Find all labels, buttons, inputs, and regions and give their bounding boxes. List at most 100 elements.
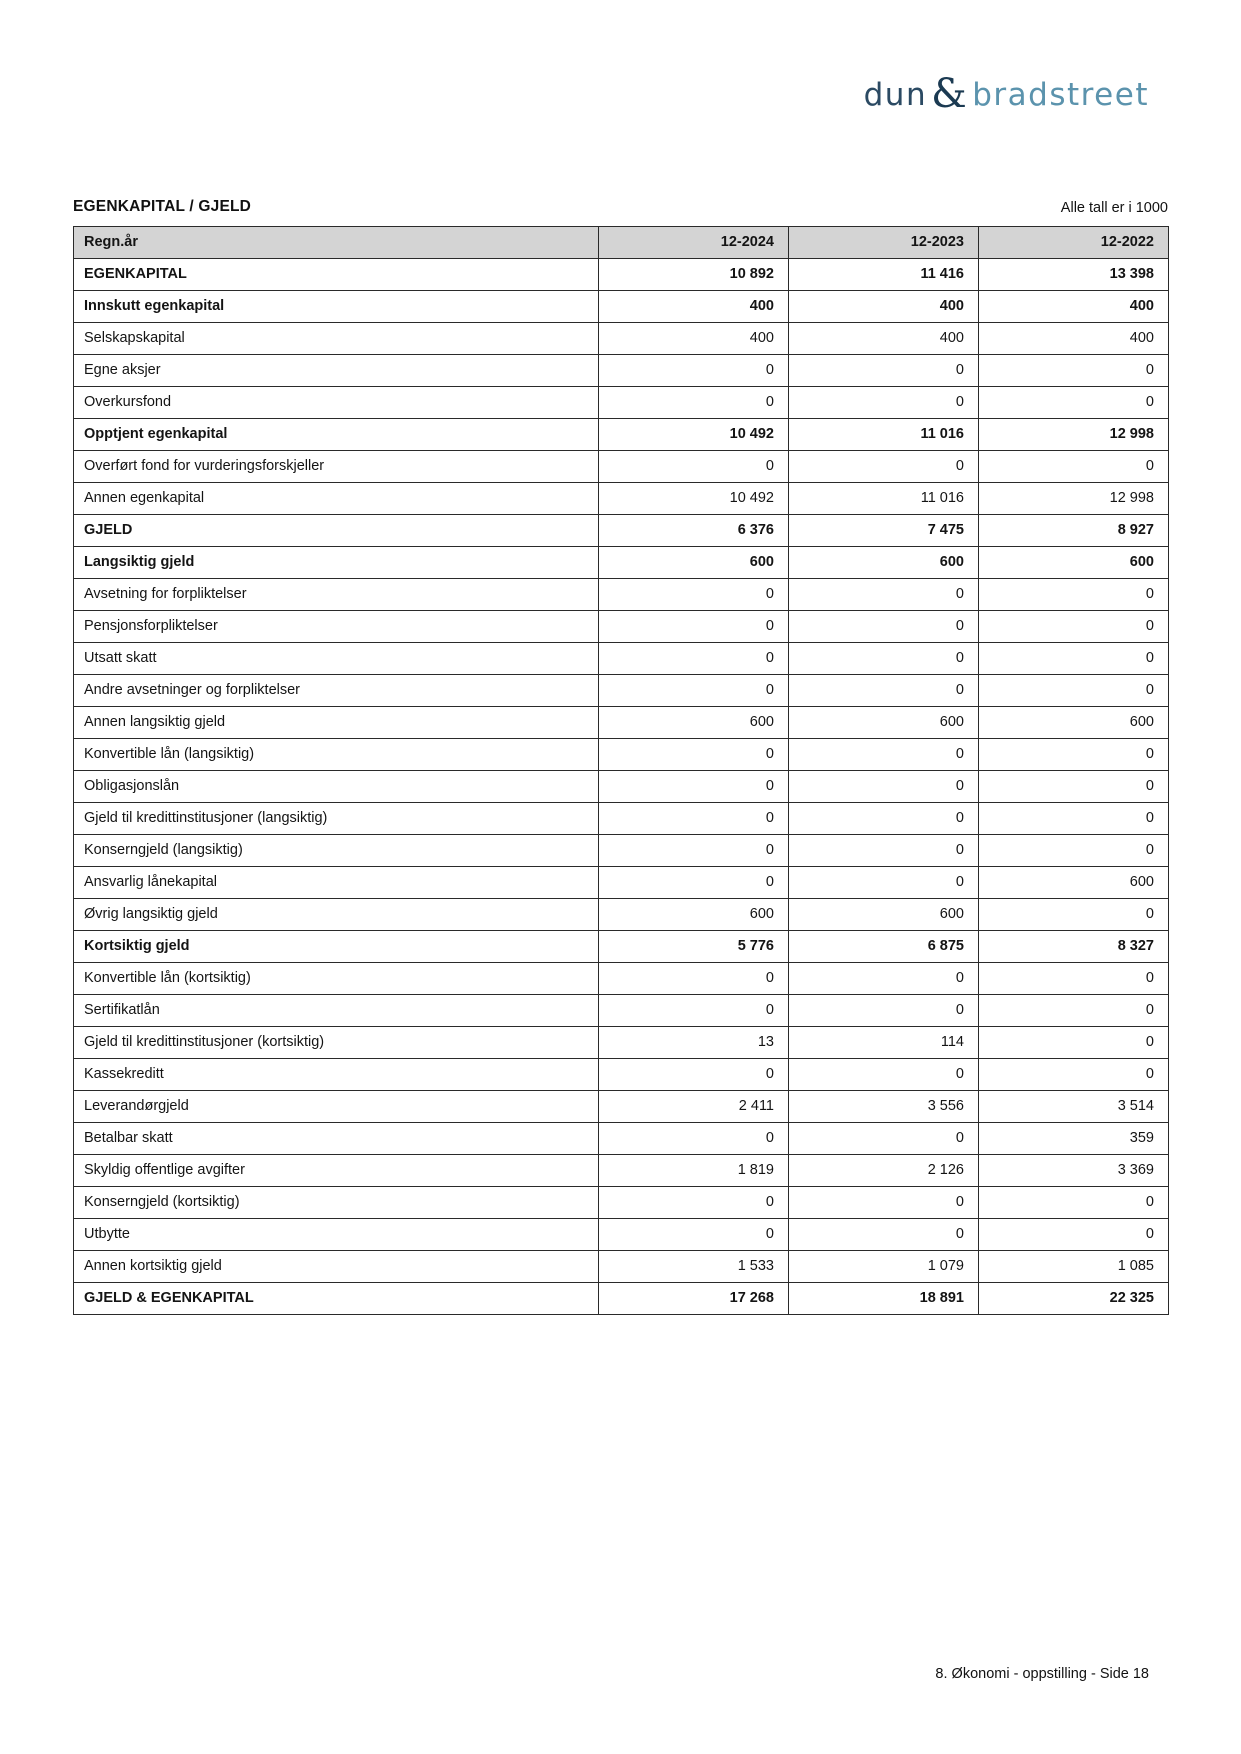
table-row: Andre avsetninger og forpliktelser 0 0 0 (73, 674, 1169, 707)
row-value: 600 (978, 866, 1169, 899)
row-label: Annen egenkapital (73, 482, 599, 515)
row-value: 0 (978, 1218, 1169, 1251)
row-value: 400 (598, 290, 789, 323)
row-value: 0 (788, 834, 979, 867)
row-value: 0 (598, 1122, 789, 1155)
row-value: 0 (598, 1186, 789, 1219)
table-row: Øvrig langsiktig gjeld 600 600 0 (73, 898, 1169, 931)
row-value: 1 079 (788, 1250, 979, 1283)
row-value: 0 (978, 834, 1169, 867)
row-label: Annen kortsiktig gjeld (73, 1250, 599, 1283)
row-value: 12 998 (978, 418, 1169, 451)
row-value: 2 126 (788, 1154, 979, 1187)
logo-text: dun & bradstreet (863, 72, 1149, 114)
table-row: Egne aksjer 0 0 0 (73, 354, 1169, 387)
row-value: 7 475 (788, 514, 979, 547)
row-label: EGENKAPITAL (73, 258, 599, 291)
row-value: 0 (598, 674, 789, 707)
row-value: 0 (978, 642, 1169, 675)
row-value: 0 (978, 962, 1169, 995)
row-label: Ansvarlig lånekapital (73, 866, 599, 899)
row-value: 0 (788, 802, 979, 835)
table-row: Avsetning for forpliktelser 0 0 0 (73, 578, 1169, 611)
table-row: Skyldig offentlige avgifter 1 819 2 126 3 3… (73, 1154, 1169, 1187)
row-value: 0 (788, 674, 979, 707)
row-value: 0 (598, 578, 789, 611)
row-label: Konvertible lån (kortsiktig) (73, 962, 599, 995)
row-value: 2 411 (598, 1090, 789, 1123)
row-value: 0 (978, 802, 1169, 835)
row-label: Skyldig offentlige avgifter (73, 1154, 599, 1187)
row-value: 114 (788, 1026, 979, 1059)
row-label: Selskapskapital (73, 322, 599, 355)
table-row: Selskapskapital 400 400 400 (73, 322, 1169, 355)
row-value: 359 (978, 1122, 1169, 1155)
row-value: 0 (978, 738, 1169, 771)
row-value: 0 (978, 994, 1169, 1027)
table-row: Leverandørgjeld 2 411 3 556 3 514 (73, 1090, 1169, 1123)
logo-word-dun: dun (863, 77, 928, 113)
table-header-row: Regn.år 12-2024 12-2023 12-2022 (73, 226, 1169, 259)
row-value: 0 (788, 354, 979, 387)
equity-liabilities-table: Regn.år 12-2024 12-2023 12-2022 EGENKAPI… (73, 226, 1169, 1315)
row-label: Obligasjonslån (73, 770, 599, 803)
row-value: 8 927 (978, 514, 1169, 547)
row-label: Andre avsetninger og forpliktelser (73, 674, 599, 707)
row-value: 0 (598, 354, 789, 387)
column-header-2023: 12-2023 (788, 226, 979, 259)
row-label: Annen langsiktig gjeld (73, 706, 599, 739)
table-row: Utsatt skatt 0 0 0 (73, 642, 1169, 675)
row-value: 18 891 (788, 1282, 979, 1315)
row-value: 0 (788, 866, 979, 899)
table-row: Pensjonsforpliktelser 0 0 0 (73, 610, 1169, 643)
row-value: 0 (788, 962, 979, 995)
table-row: Annen kortsiktig gjeld 1 533 1 079 1 085 (73, 1250, 1169, 1283)
row-value: 0 (978, 1026, 1169, 1059)
row-value: 0 (598, 962, 789, 995)
row-value: 600 (788, 706, 979, 739)
row-value: 0 (598, 450, 789, 483)
row-value: 0 (788, 450, 979, 483)
table-header: Regn.år 12-2024 12-2023 12-2022 (73, 226, 1169, 259)
table-row: Kortsiktig gjeld 5 776 6 875 8 327 (73, 930, 1169, 963)
table-row: Gjeld til kredittinstitusjoner (kortsikt… (73, 1026, 1169, 1059)
row-value: 1 819 (598, 1154, 789, 1187)
row-value: 600 (598, 706, 789, 739)
table-row: Annen egenkapital 10 492 11 016 12 998 (73, 482, 1169, 515)
row-value: 0 (978, 898, 1169, 931)
row-value: 3 556 (788, 1090, 979, 1123)
row-value: 0 (788, 770, 979, 803)
table-row: Innskutt egenkapital 400 400 400 (73, 290, 1169, 323)
table-row: Overkursfond 0 0 0 (73, 386, 1169, 419)
table-row: Konserngjeld (langsiktig) 0 0 0 (73, 834, 1169, 867)
row-value: 0 (598, 1058, 789, 1091)
row-label: Betalbar skatt (73, 1122, 599, 1155)
row-value: 0 (598, 642, 789, 675)
row-value: 10 492 (598, 418, 789, 451)
row-value: 0 (978, 1186, 1169, 1219)
row-value: 0 (978, 354, 1169, 387)
row-value: 600 (598, 898, 789, 931)
row-value: 10 492 (598, 482, 789, 515)
row-value: 11 416 (788, 258, 979, 291)
table-row: GJELD 6 376 7 475 8 927 (73, 514, 1169, 547)
row-value: 400 (978, 290, 1169, 323)
table-row: Betalbar skatt 0 0 359 (73, 1122, 1169, 1155)
row-label: Langsiktig gjeld (73, 546, 599, 579)
row-label: Opptjent egenkapital (73, 418, 599, 451)
row-value: 3 369 (978, 1154, 1169, 1187)
row-value: 400 (978, 322, 1169, 355)
row-value: 0 (978, 450, 1169, 483)
row-value: 600 (788, 546, 979, 579)
row-value: 11 016 (788, 482, 979, 515)
row-value: 600 (598, 546, 789, 579)
page-title: EGENKAPITAL / GJELD (73, 198, 252, 215)
table-row: Utbytte 0 0 0 (73, 1218, 1169, 1251)
row-value: 400 (788, 290, 979, 323)
row-value: 1 085 (978, 1250, 1169, 1283)
row-value: 0 (598, 994, 789, 1027)
column-header-2024: 12-2024 (598, 226, 789, 259)
row-value: 0 (598, 802, 789, 835)
row-label: Konserngjeld (langsiktig) (73, 834, 599, 867)
column-header-label: Regn.år (73, 226, 599, 259)
